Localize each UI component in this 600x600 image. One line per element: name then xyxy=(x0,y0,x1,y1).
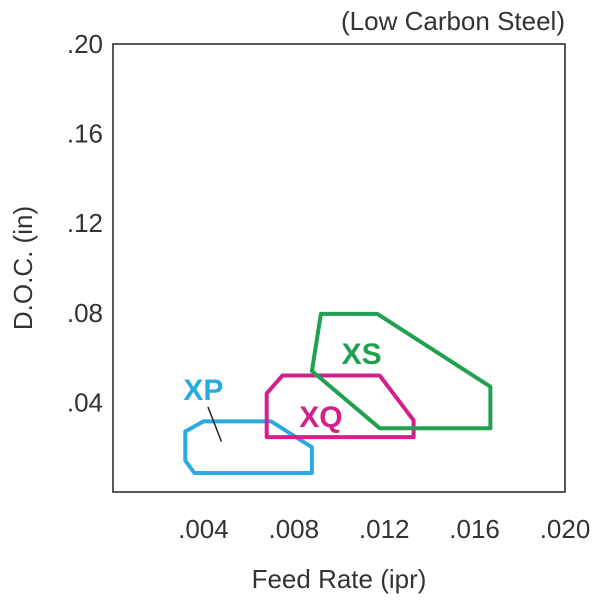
y-tick-labels: .04 .08 .12 .16 .20 xyxy=(67,29,103,417)
y-tick-label-08: .08 xyxy=(67,298,103,328)
x-tick-label-016: .016 xyxy=(449,514,500,544)
x-tick-label-004: .004 xyxy=(178,514,229,544)
y-tick-label-04: .04 xyxy=(67,387,103,417)
x-axis-title: Feed Rate (ipr) xyxy=(252,564,427,594)
y-axis-title: D.O.C. (in) xyxy=(8,206,38,330)
chart-title: (Low Carbon Steel) xyxy=(341,6,565,36)
x-tick-labels: .004 .008 .012 .016 .020 xyxy=(178,514,590,544)
region-xs xyxy=(309,311,493,431)
region-xp xyxy=(183,419,314,475)
region-label-xp: XP xyxy=(183,374,223,407)
leader-line-xp xyxy=(207,406,223,442)
x-tick-label-012: .012 xyxy=(359,514,410,544)
x-tick-label-020: .020 xyxy=(540,514,591,544)
region-xq xyxy=(264,373,416,440)
region-label-xq: XQ xyxy=(299,401,342,434)
y-tick-label-20: .20 xyxy=(67,29,103,59)
y-tick-label-16: .16 xyxy=(67,119,103,149)
y-tick-label-12: .12 xyxy=(67,208,103,238)
region-label-xs: XS xyxy=(342,338,382,371)
x-tick-label-008: .008 xyxy=(268,514,319,544)
plot-frame xyxy=(112,43,566,493)
